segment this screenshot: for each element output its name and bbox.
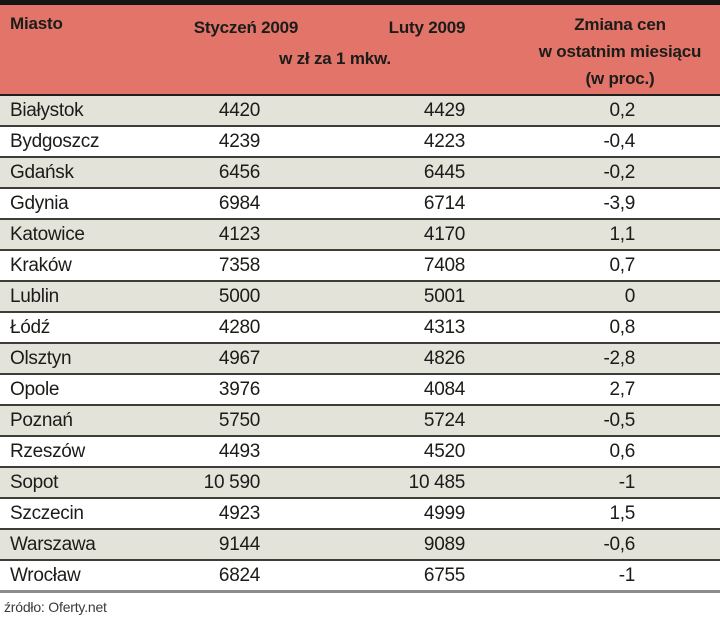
city-cell: Olsztyn bbox=[10, 347, 72, 369]
table-row: Bydgoszcz 4239 4223 -0,4 bbox=[0, 125, 720, 156]
column-header-change-line1: Zmiana cen bbox=[574, 15, 666, 34]
column-header-change-line2: w ostatnim miesiącu bbox=[538, 42, 702, 61]
change-percent-cell: 0,2 bbox=[609, 99, 635, 121]
table-row: Lublin 5000 5001 0 bbox=[0, 280, 720, 311]
february-price-cell: 5001 bbox=[423, 285, 465, 307]
city-cell: Wrocław bbox=[10, 564, 81, 586]
january-price-cell: 3976 bbox=[218, 378, 260, 400]
february-price-cell: 10 485 bbox=[408, 471, 466, 493]
january-price-cell: 4420 bbox=[218, 99, 260, 121]
january-price-cell: 4280 bbox=[218, 316, 260, 338]
city-cell: Szczecin bbox=[10, 502, 84, 524]
january-price-cell: 6456 bbox=[218, 161, 260, 183]
january-price-cell: 6984 bbox=[218, 192, 260, 214]
city-cell: Rzeszów bbox=[10, 440, 85, 462]
city-cell: Łódź bbox=[10, 316, 51, 338]
change-percent-cell: -1 bbox=[618, 471, 636, 493]
table-row: Opole 3976 4084 2,7 bbox=[0, 373, 720, 404]
january-price-cell: 5750 bbox=[218, 409, 260, 431]
table-body: Białystok 4420 4429 0,2 Bydgoszcz 4239 4223 -0,… bbox=[0, 96, 720, 593]
change-percent-cell: -0,2 bbox=[603, 161, 635, 183]
change-percent-cell: 2,7 bbox=[609, 378, 635, 400]
change-percent-cell: 0,7 bbox=[609, 254, 635, 276]
table-row: Sopot 10 590 10 485 -1 bbox=[0, 466, 720, 497]
february-price-cell: 4313 bbox=[423, 316, 465, 338]
unit-note: w zł za 1 mkw. bbox=[279, 49, 391, 68]
january-price-cell: 4967 bbox=[218, 347, 260, 369]
february-price-cell: 4084 bbox=[423, 378, 465, 400]
february-price-cell: 4223 bbox=[423, 130, 465, 152]
january-price-cell: 10 590 bbox=[203, 471, 261, 493]
change-percent-cell: -2,8 bbox=[603, 347, 635, 369]
city-cell: Poznań bbox=[10, 409, 73, 431]
column-header-city: Miasto bbox=[10, 14, 63, 33]
city-cell: Sopot bbox=[10, 471, 59, 493]
february-price-cell: 7408 bbox=[423, 254, 465, 276]
table-row: Warszawa 9144 9089 -0,6 bbox=[0, 528, 720, 559]
column-header-change: Zmiana cen w ostatnim miesiącu (w proc.) bbox=[500, 11, 720, 92]
source-note: źródło: Oferty.net bbox=[4, 599, 107, 615]
january-price-cell: 4923 bbox=[218, 502, 260, 524]
january-price-cell: 5000 bbox=[218, 285, 260, 307]
change-percent-cell: 1,5 bbox=[609, 502, 635, 524]
change-percent-cell: -0,6 bbox=[603, 533, 635, 555]
february-price-cell: 4520 bbox=[423, 440, 465, 462]
february-price-cell: 4826 bbox=[423, 347, 465, 369]
january-price-cell: 4239 bbox=[218, 130, 260, 152]
february-price-cell: 9089 bbox=[423, 533, 465, 555]
column-header-change-line3: (w proc.) bbox=[585, 69, 655, 88]
column-header-february: Luty 2009 bbox=[388, 18, 466, 37]
february-price-cell: 4429 bbox=[423, 99, 465, 121]
column-header-january: Styczeń 2009 bbox=[193, 18, 299, 37]
table-row: Poznań 5750 5724 -0,5 bbox=[0, 404, 720, 435]
table-header: Miasto Styczeń 2009 Luty 2009 w zł za 1 … bbox=[0, 5, 720, 96]
city-cell: Lublin bbox=[10, 285, 59, 307]
february-price-cell: 6445 bbox=[423, 161, 465, 183]
change-percent-cell: 0,8 bbox=[609, 316, 635, 338]
table-row: Białystok 4420 4429 0,2 bbox=[0, 96, 720, 125]
change-percent-cell: 0 bbox=[624, 285, 636, 307]
table-row: Rzeszów 4493 4520 0,6 bbox=[0, 435, 720, 466]
change-percent-cell: -1 bbox=[618, 564, 636, 586]
february-price-cell: 5724 bbox=[423, 409, 465, 431]
table-row: Olsztyn 4967 4826 -2,8 bbox=[0, 342, 720, 373]
february-price-cell: 6755 bbox=[423, 564, 465, 586]
table-row: Kraków 7358 7408 0,7 bbox=[0, 249, 720, 280]
january-price-cell: 4493 bbox=[218, 440, 260, 462]
city-cell: Gdańsk bbox=[10, 161, 74, 183]
change-percent-cell: 1,1 bbox=[609, 223, 635, 245]
city-cell: Katowice bbox=[10, 223, 85, 245]
city-cell: Białystok bbox=[10, 99, 84, 121]
city-cell: Opole bbox=[10, 378, 60, 400]
change-percent-cell: -0,4 bbox=[603, 130, 635, 152]
change-percent-cell: 0,6 bbox=[609, 440, 635, 462]
change-percent-cell: -3,9 bbox=[603, 192, 635, 214]
table-row: Wrocław 6824 6755 -1 bbox=[0, 559, 720, 590]
city-cell: Kraków bbox=[10, 254, 72, 276]
city-cell: Gdynia bbox=[10, 192, 69, 214]
change-percent-cell: -0,5 bbox=[603, 409, 635, 431]
january-price-cell: 4123 bbox=[218, 223, 260, 245]
city-cell: Bydgoszcz bbox=[10, 130, 100, 152]
top-rule bbox=[0, 0, 720, 5]
january-price-cell: 6824 bbox=[218, 564, 260, 586]
january-price-cell: 9144 bbox=[218, 533, 260, 555]
february-price-cell: 4999 bbox=[423, 502, 465, 524]
february-price-cell: 4170 bbox=[423, 223, 465, 245]
february-price-cell: 6714 bbox=[423, 192, 465, 214]
january-price-cell: 7358 bbox=[218, 254, 260, 276]
table-row: Gdańsk 6456 6445 -0,2 bbox=[0, 156, 720, 187]
table-row: Katowice 4123 4170 1,1 bbox=[0, 218, 720, 249]
city-cell: Warszawa bbox=[10, 533, 96, 555]
table-row: Gdynia 6984 6714 -3,9 bbox=[0, 187, 720, 218]
table-row: Łódź 4280 4313 0,8 bbox=[0, 311, 720, 342]
table-row: Szczecin 4923 4999 1,5 bbox=[0, 497, 720, 528]
